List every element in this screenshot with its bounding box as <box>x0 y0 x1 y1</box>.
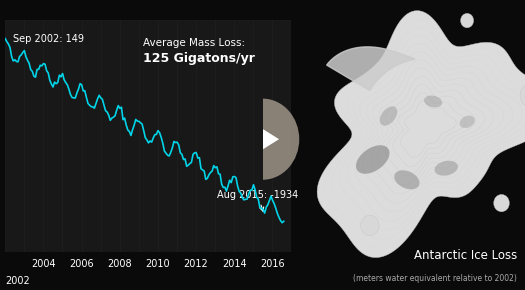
Bar <box>81 20 101 252</box>
Circle shape <box>460 13 474 28</box>
Ellipse shape <box>380 106 397 126</box>
Polygon shape <box>317 11 525 258</box>
Text: 2002: 2002 <box>5 276 30 286</box>
Bar <box>44 20 62 252</box>
Ellipse shape <box>459 116 475 128</box>
Bar <box>234 20 253 252</box>
Polygon shape <box>327 47 415 90</box>
Text: (meters water equivalent relative to 2002): (meters water equivalent relative to 200… <box>353 274 517 283</box>
Circle shape <box>520 84 525 107</box>
Ellipse shape <box>435 161 458 176</box>
Bar <box>215 20 234 252</box>
Bar <box>24 20 44 252</box>
Circle shape <box>361 215 379 235</box>
Bar <box>120 20 139 252</box>
Ellipse shape <box>356 145 390 174</box>
Bar <box>101 20 120 252</box>
Text: Average Mass Loss:: Average Mass Loss: <box>143 38 245 48</box>
Text: Sep 2002: 149: Sep 2002: 149 <box>13 34 84 44</box>
Bar <box>272 20 291 252</box>
Text: 125 Gigatons/yr: 125 Gigatons/yr <box>143 52 255 65</box>
Ellipse shape <box>424 95 442 108</box>
Bar <box>62 20 81 252</box>
Bar <box>5 20 24 252</box>
Text: Aug 2015: -1934: Aug 2015: -1934 <box>217 190 298 211</box>
Bar <box>291 20 310 252</box>
Bar <box>253 20 272 252</box>
Bar <box>158 20 177 252</box>
Text: Antarctic Ice Loss: Antarctic Ice Loss <box>414 249 517 262</box>
Bar <box>139 20 158 252</box>
Bar <box>196 20 215 252</box>
Ellipse shape <box>394 170 419 189</box>
Circle shape <box>226 99 299 180</box>
Circle shape <box>494 194 509 212</box>
Bar <box>177 20 196 252</box>
Polygon shape <box>254 124 279 155</box>
